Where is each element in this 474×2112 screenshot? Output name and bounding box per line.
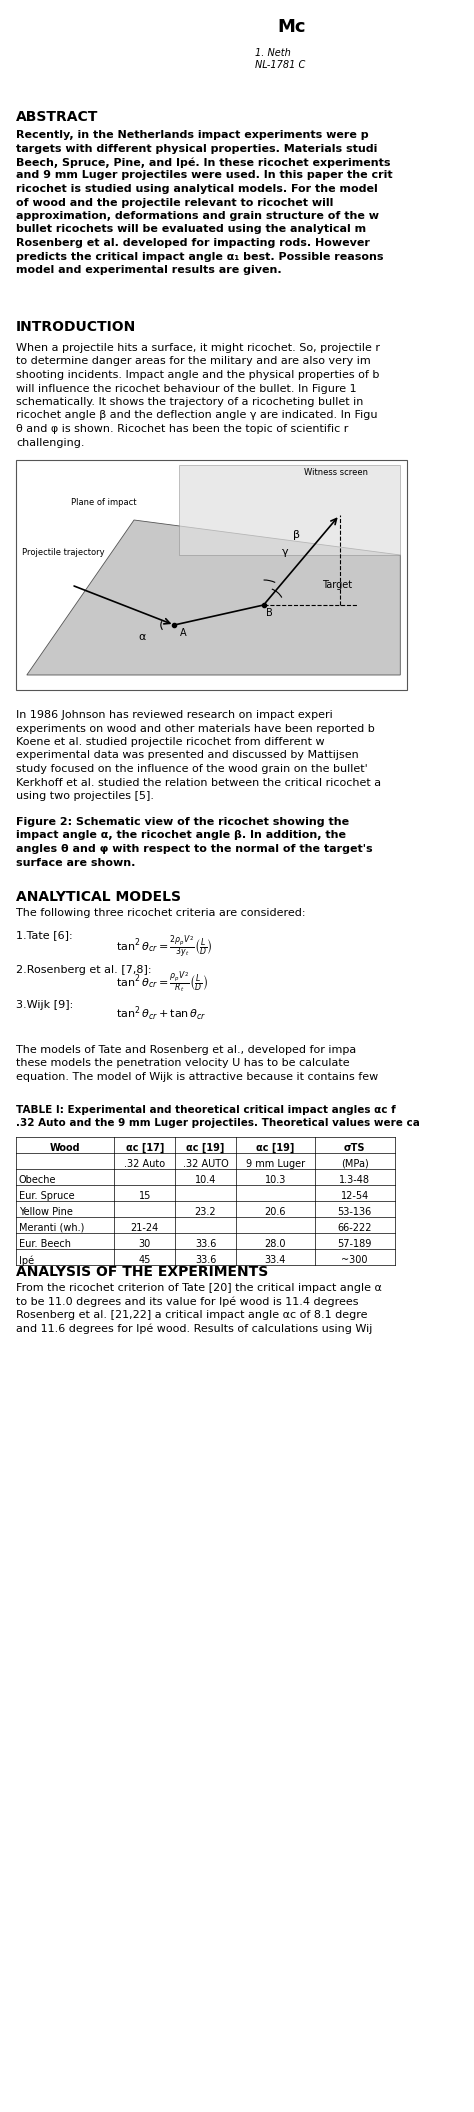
Text: Target: Target: [322, 581, 352, 589]
Text: Figure 2: Schematic view of the ricochet showing the: Figure 2: Schematic view of the ricochet…: [16, 817, 349, 828]
Text: $\tan^2 \theta_{cr} + \tan \theta_{cr}$: $\tan^2 \theta_{cr} + \tan \theta_{cr}$: [116, 1005, 207, 1024]
Text: 23.2: 23.2: [195, 1206, 216, 1217]
Text: 28.0: 28.0: [264, 1240, 286, 1248]
Text: Mc: Mc: [277, 19, 305, 36]
Text: model and experimental results are given.: model and experimental results are given…: [16, 264, 282, 275]
Text: Projectile trajectory: Projectile trajectory: [22, 547, 105, 558]
Text: INTRODUCTION: INTRODUCTION: [16, 321, 137, 334]
Text: NL-1781 C: NL-1781 C: [255, 59, 305, 70]
Text: Eur. Beech: Eur. Beech: [19, 1240, 71, 1248]
Text: Ipé: Ipé: [19, 1255, 34, 1265]
Text: Witness screen: Witness screen: [304, 469, 368, 477]
Text: Wood: Wood: [50, 1143, 81, 1153]
Text: to determine danger areas for the military and are also very im: to determine danger areas for the milita…: [16, 357, 371, 367]
Text: 66-222: 66-222: [337, 1223, 372, 1233]
Text: 15: 15: [138, 1191, 151, 1202]
Text: challenging.: challenging.: [16, 437, 84, 448]
Text: 1. Neth: 1. Neth: [255, 49, 291, 57]
Text: 30: 30: [138, 1240, 151, 1248]
Text: predicts the critical impact angle α₁ best. Possible reasons: predicts the critical impact angle α₁ be…: [16, 251, 383, 262]
Text: αc [19]: αc [19]: [256, 1143, 294, 1153]
Text: Rosenberg et al. [21,22] a critical impact angle αc of 8.1 degre: Rosenberg et al. [21,22] a critical impa…: [16, 1309, 367, 1320]
Bar: [16, 460, 408, 691]
Text: to be 11.0 degrees and its value for Ipé wood is 11.4 degrees: to be 11.0 degrees and its value for Ipé…: [16, 1297, 359, 1307]
Text: B: B: [266, 608, 273, 619]
Text: Rosenberg et al. developed for impacting rods. However: Rosenberg et al. developed for impacting…: [16, 239, 370, 247]
Text: .32 AUTO: .32 AUTO: [182, 1159, 228, 1170]
Text: αc [19]: αc [19]: [186, 1143, 225, 1153]
Text: 53-136: 53-136: [337, 1206, 372, 1217]
Text: 10.4: 10.4: [195, 1174, 216, 1185]
Text: TABLE I: Experimental and theoretical critical impact angles αc f: TABLE I: Experimental and theoretical cr…: [16, 1105, 396, 1115]
Text: Meranti (wh.): Meranti (wh.): [19, 1223, 84, 1233]
Text: 9 mm Luger: 9 mm Luger: [246, 1159, 305, 1170]
Text: and 9 mm Luger projectiles were used. In this paper the crit: and 9 mm Luger projectiles were used. In…: [16, 171, 392, 180]
Text: bullet ricochets will be evaluated using the analytical m: bullet ricochets will be evaluated using…: [16, 224, 366, 234]
Text: of wood and the projectile relevant to ricochet will: of wood and the projectile relevant to r…: [16, 199, 333, 207]
Text: 57-189: 57-189: [337, 1240, 372, 1248]
Text: 1.Tate [6]:: 1.Tate [6]:: [16, 929, 73, 940]
Text: 33.4: 33.4: [264, 1255, 286, 1265]
Text: Koene et al. studied projectile ricochet from different w: Koene et al. studied projectile ricochet…: [16, 737, 325, 748]
Text: approximation, deformations and grain structure of the w: approximation, deformations and grain st…: [16, 211, 379, 222]
Text: .32 Auto: .32 Auto: [124, 1159, 165, 1170]
Text: ricochet is studied using analytical models. For the model: ricochet is studied using analytical mod…: [16, 184, 378, 194]
Text: The following three ricochet criteria are considered:: The following three ricochet criteria ar…: [16, 908, 306, 919]
Polygon shape: [179, 465, 401, 555]
Text: ricochet angle β and the deflection angle γ are indicated. In Figu: ricochet angle β and the deflection angl…: [16, 410, 378, 420]
Text: impact angle α, the ricochet angle β. In addition, the: impact angle α, the ricochet angle β. In…: [16, 830, 346, 841]
Text: ABSTRACT: ABSTRACT: [16, 110, 99, 125]
Text: 33.6: 33.6: [195, 1255, 216, 1265]
Text: 2.Rosenberg et al. [7,8]:: 2.Rosenberg et al. [7,8]:: [16, 965, 152, 976]
Text: Kerkhoff et al. studied the relation between the critical ricochet a: Kerkhoff et al. studied the relation bet…: [16, 777, 381, 788]
Text: ANALYSIS OF THE EXPERIMENTS: ANALYSIS OF THE EXPERIMENTS: [16, 1265, 268, 1280]
Text: Recently, in the Netherlands impact experiments were p: Recently, in the Netherlands impact expe…: [16, 131, 369, 139]
Text: γ: γ: [283, 547, 289, 558]
Text: Yellow Pine: Yellow Pine: [19, 1206, 73, 1217]
Text: θ and φ is shown. Ricochet has been the topic of scientific r: θ and φ is shown. Ricochet has been the …: [16, 425, 348, 433]
Text: ~300: ~300: [341, 1255, 368, 1265]
Text: and 11.6 degrees for Ipé wood. Results of calculations using Wij: and 11.6 degrees for Ipé wood. Results o…: [16, 1324, 373, 1335]
Text: 10.3: 10.3: [264, 1174, 286, 1185]
Text: (MPa): (MPa): [341, 1159, 369, 1170]
Text: shooting incidents. Impact angle and the physical properties of b: shooting incidents. Impact angle and the…: [16, 370, 380, 380]
Text: In 1986 Johnson has reviewed research on impact experi: In 1986 Johnson has reviewed research on…: [16, 710, 333, 720]
Text: 45: 45: [138, 1255, 151, 1265]
Text: .32 Auto and the 9 mm Luger projectiles. Theoretical values were ca: .32 Auto and the 9 mm Luger projectiles.…: [16, 1119, 420, 1128]
Text: 21-24: 21-24: [131, 1223, 159, 1233]
Text: When a projectile hits a surface, it might ricochet. So, projectile r: When a projectile hits a surface, it mig…: [16, 342, 380, 353]
Text: 3.Wijk [9]:: 3.Wijk [9]:: [16, 999, 73, 1010]
Text: Plane of impact: Plane of impact: [72, 498, 137, 507]
Text: Eur. Spruce: Eur. Spruce: [19, 1191, 74, 1202]
Text: will influence the ricochet behaviour of the bullet. In Figure 1: will influence the ricochet behaviour of…: [16, 384, 357, 393]
Text: angles θ and φ with respect to the normal of the target's: angles θ and φ with respect to the norma…: [16, 845, 373, 853]
Text: $\tan^2\theta_{cr} = \frac{2\rho_p V^2}{3y_t} \left(\frac{L}{D}\right)$: $\tan^2\theta_{cr} = \frac{2\rho_p V^2}{…: [116, 936, 213, 961]
Text: experiments on wood and other materials have been reported b: experiments on wood and other materials …: [16, 724, 375, 733]
Text: experimental data was presented and discussed by Mattijsen: experimental data was presented and disc…: [16, 750, 359, 760]
Text: these models the penetration velocity U has to be calculate: these models the penetration velocity U …: [16, 1058, 350, 1069]
Text: ANALYTICAL MODELS: ANALYTICAL MODELS: [16, 889, 181, 904]
Text: 1.3-48: 1.3-48: [339, 1174, 370, 1185]
Text: 12-54: 12-54: [341, 1191, 369, 1202]
Text: targets with different physical properties. Materials studi: targets with different physical properti…: [16, 144, 377, 154]
Text: Beech, Spruce, Pine, and Ipé. In these ricochet experiments: Beech, Spruce, Pine, and Ipé. In these r…: [16, 156, 391, 167]
Text: β: β: [293, 530, 300, 541]
Text: surface are shown.: surface are shown.: [16, 857, 136, 868]
Text: The models of Tate and Rosenberg et al., developed for impa: The models of Tate and Rosenberg et al.,…: [16, 1045, 356, 1056]
Text: 33.6: 33.6: [195, 1240, 216, 1248]
Text: Obeche: Obeche: [19, 1174, 56, 1185]
Text: From the ricochet criterion of Tate [20] the critical impact angle α: From the ricochet criterion of Tate [20]…: [16, 1282, 382, 1293]
Text: $\tan^2 \theta_{cr} = \frac{\rho_p V^2}{R_t} \left(\frac{L}{D}\right)$: $\tan^2 \theta_{cr} = \frac{\rho_p V^2}{…: [116, 969, 208, 995]
Text: using two projectiles [5].: using two projectiles [5].: [16, 792, 154, 800]
Text: study focused on the influence of the wood grain on the bullet': study focused on the influence of the wo…: [16, 765, 368, 773]
Text: α: α: [138, 631, 146, 642]
Text: σTS: σTS: [344, 1143, 365, 1153]
Text: schematically. It shows the trajectory of a ricocheting bullet in: schematically. It shows the trajectory o…: [16, 397, 364, 408]
Text: αc [17]: αc [17]: [126, 1143, 164, 1153]
Text: equation. The model of Wijk is attractive because it contains few: equation. The model of Wijk is attractiv…: [16, 1073, 378, 1081]
Polygon shape: [27, 520, 401, 676]
Text: 20.6: 20.6: [264, 1206, 286, 1217]
Text: A: A: [180, 627, 186, 638]
